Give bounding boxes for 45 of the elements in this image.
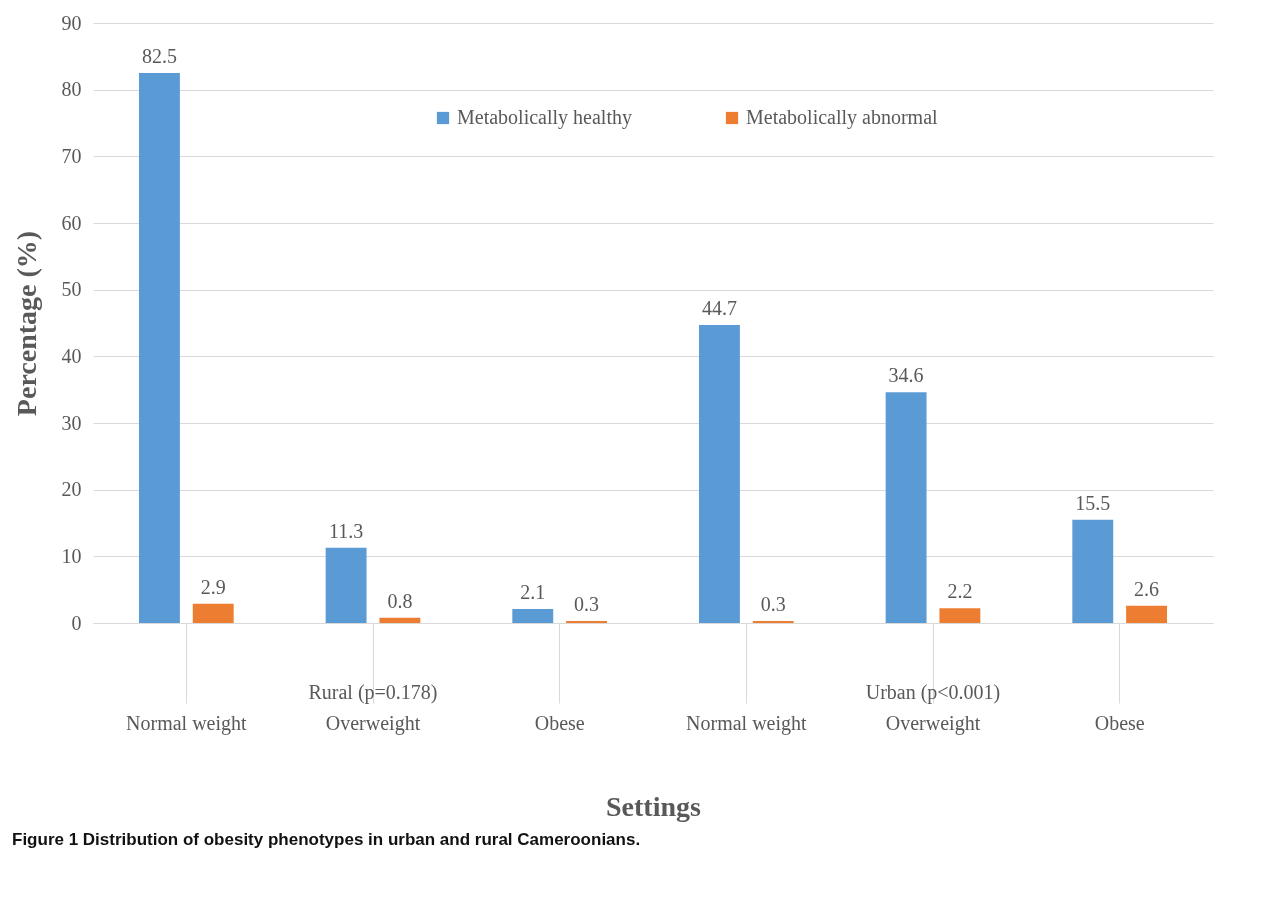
y-tick-label: 30 xyxy=(61,411,82,434)
legend-label: Metabolically abnormal xyxy=(746,106,939,129)
data-label: 44.7 xyxy=(701,297,737,319)
bar xyxy=(939,608,981,623)
data-label: 34.6 xyxy=(888,364,924,387)
data-label: 0.3 xyxy=(760,593,786,615)
bar xyxy=(138,73,180,623)
y-tick-label: 10 xyxy=(61,544,82,567)
bar xyxy=(885,392,927,623)
data-label: 15.5 xyxy=(1075,491,1111,514)
bar xyxy=(379,617,421,623)
bar xyxy=(1072,519,1114,623)
bar xyxy=(325,547,367,623)
bar xyxy=(698,325,740,623)
text: Rural (p=0.178) xyxy=(308,681,438,704)
bar xyxy=(512,609,554,623)
x-tick-label: Normal weight xyxy=(686,711,808,735)
y-axis-title: Percentage (%) xyxy=(10,230,42,417)
y-tick-label: 80 xyxy=(61,78,82,101)
y-tick-label: 60 xyxy=(61,211,82,234)
data-label: 2.9 xyxy=(200,575,226,598)
y-tick-label: 0 xyxy=(71,611,82,634)
text: Urban (p<0.001) xyxy=(865,681,1001,704)
data-label: 2.6 xyxy=(1134,577,1160,600)
x-tick-label: Normal weight xyxy=(126,711,248,735)
y-tick-label: 40 xyxy=(61,344,82,367)
bar xyxy=(1126,605,1168,623)
data-label: 82.5 xyxy=(141,45,177,67)
y-tick-label: 70 xyxy=(61,144,82,167)
caption: Figure 1 Distribution of obesity phenotypes in urban and rural Cameroonians. xyxy=(12,830,642,850)
y-tick-label: 90 xyxy=(61,11,82,34)
data-label: 11.3 xyxy=(328,519,364,542)
data-label: 2.1 xyxy=(520,581,546,603)
data-label: 2.2 xyxy=(947,580,973,603)
bar xyxy=(192,603,234,623)
x-tick-label: Obese xyxy=(1094,711,1145,734)
y-tick-label: 50 xyxy=(61,278,82,301)
y-tick-label: 20 xyxy=(61,478,82,501)
x-axis-title: Settings xyxy=(606,790,702,822)
x-tick-label: Obese xyxy=(534,711,585,734)
x-tick-label: Overweight xyxy=(885,711,981,735)
data-label: 0.3 xyxy=(574,593,600,615)
x-tick-label: Overweight xyxy=(325,711,421,735)
legend-label: Metabolically healthy xyxy=(457,106,632,129)
data-label: 0.8 xyxy=(387,589,413,612)
